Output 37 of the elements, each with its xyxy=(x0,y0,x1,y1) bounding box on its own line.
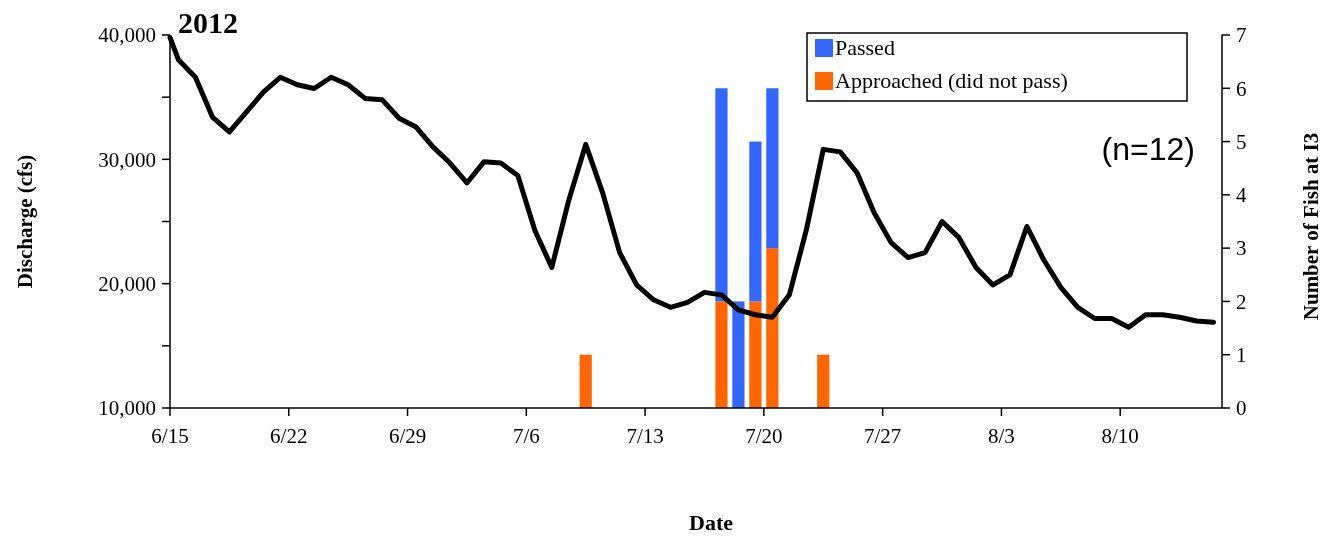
chart-title: 2012 xyxy=(178,6,238,39)
y2-tick-label: 5 xyxy=(1236,129,1247,154)
legend-label: Passed xyxy=(835,35,895,60)
y-tick-label: 10,000 xyxy=(98,396,156,421)
x-tick-label: 7/27 xyxy=(863,424,902,448)
x-tick-label: 7/6 xyxy=(512,424,540,448)
legend-label: Approached (did not pass) xyxy=(835,68,1068,93)
bar xyxy=(579,354,592,408)
bar xyxy=(749,141,762,302)
y2-tick-label: 7 xyxy=(1236,23,1247,48)
y2-tick-label: 2 xyxy=(1236,289,1247,314)
bar xyxy=(817,354,830,408)
y2-tick-label: 4 xyxy=(1236,183,1247,208)
y2-axis-title: Number of Fish at I3 xyxy=(1299,132,1323,321)
x-tick-label: 8/10 xyxy=(1101,424,1139,448)
x-tick-label: 7/13 xyxy=(626,424,664,448)
x-tick-label: 7/20 xyxy=(745,424,783,448)
x-tick-label: 6/15 xyxy=(151,424,189,448)
y2-tick-label: 3 xyxy=(1236,236,1247,261)
y-tick-label: 40,000 xyxy=(98,23,156,48)
y2-tick-label: 0 xyxy=(1236,396,1247,421)
bar xyxy=(732,301,745,408)
x-tick-label: 6/29 xyxy=(388,424,427,448)
y-tick-label: 20,000 xyxy=(98,272,156,297)
x-axis-title: Date xyxy=(689,510,734,535)
y-axis-title: Discharge (cfs) xyxy=(13,154,37,289)
bar xyxy=(715,88,728,302)
x-tick-label: 6/22 xyxy=(270,424,308,448)
y2-tick-label: 6 xyxy=(1236,76,1247,101)
bar xyxy=(766,248,779,408)
x-tick-label: 8/3 xyxy=(988,424,1015,448)
bar xyxy=(749,301,762,408)
bar xyxy=(766,88,779,249)
annotation: (n=12) xyxy=(1101,131,1195,167)
bar xyxy=(715,301,728,408)
y-tick-label: 30,000 xyxy=(98,147,156,172)
y2-tick-label: 1 xyxy=(1236,343,1247,368)
